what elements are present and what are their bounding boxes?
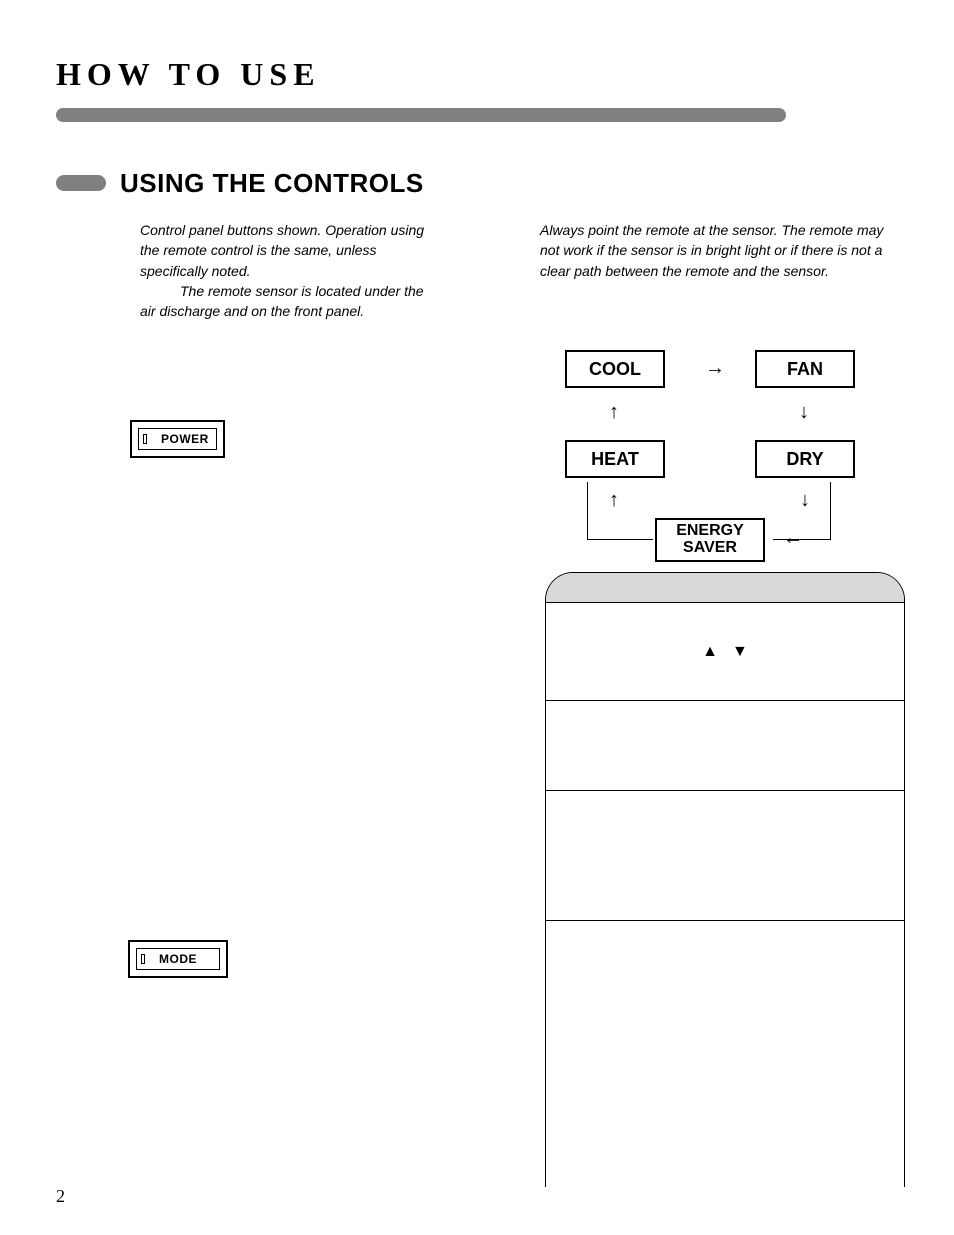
control-panel-outline: ▲ ▼ xyxy=(545,572,905,1187)
panel-row-3 xyxy=(546,791,904,921)
mode-button-label: MODE xyxy=(159,952,197,966)
power-button-graphic: POWER xyxy=(130,420,225,458)
power-button-inner: POWER xyxy=(138,428,217,450)
mode-box-energy-saver: ENERGY SAVER xyxy=(655,518,765,562)
mode-box-heat: HEAT xyxy=(565,440,665,478)
page-title: HOW TO USE xyxy=(56,56,321,93)
horizontal-rule xyxy=(56,108,786,122)
arrow-right-icon: → xyxy=(705,358,725,378)
panel-row-arrows: ▲ ▼ xyxy=(546,603,904,701)
panel-row-4 xyxy=(546,921,904,1181)
connector-line xyxy=(773,482,831,540)
triangle-down-icon: ▼ xyxy=(732,643,748,661)
button-notch-icon xyxy=(143,434,147,444)
mode-button-graphic: MODE xyxy=(128,940,228,978)
mode-button-inner: MODE xyxy=(136,948,220,970)
mode-box-cool: COOL xyxy=(565,350,665,388)
power-button-label: POWER xyxy=(161,432,209,446)
page-number: 2 xyxy=(56,1186,65,1207)
connector-line xyxy=(587,482,653,540)
section-bullet xyxy=(56,175,106,191)
mode-cycle-diagram: COOL FAN HEAT DRY ENERGY SAVER → ↓ ↑ ↑ ↓… xyxy=(545,340,895,570)
mode-box-dry: DRY xyxy=(755,440,855,478)
intro-text-right: Always point the remote at the sensor. T… xyxy=(540,220,900,281)
intro-paragraph-2: The remote sensor is located under the a… xyxy=(140,281,440,322)
panel-header-strip xyxy=(546,573,904,603)
button-notch-icon xyxy=(141,954,145,964)
mode-box-fan: FAN xyxy=(755,350,855,388)
section-heading: USING THE CONTROLS xyxy=(120,168,424,199)
intro-paragraph-1: Control panel buttons shown. Operation u… xyxy=(140,220,440,281)
arrow-down-icon: ↓ xyxy=(799,402,809,422)
arrow-up-icon: ↑ xyxy=(609,402,619,422)
triangle-up-icon: ▲ xyxy=(702,643,718,661)
panel-row-2 xyxy=(546,701,904,791)
intro-text-left: Control panel buttons shown. Operation u… xyxy=(140,220,440,321)
